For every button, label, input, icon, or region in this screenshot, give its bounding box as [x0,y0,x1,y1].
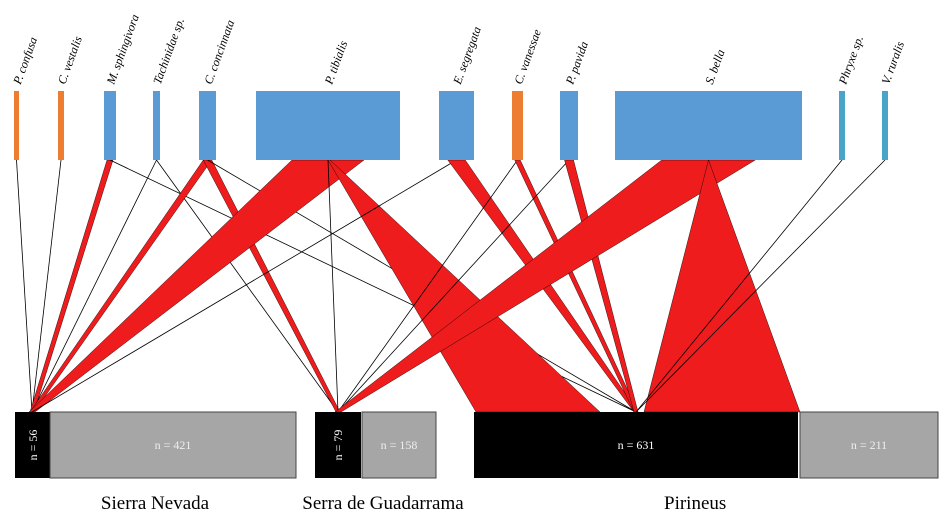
region-name-pi: Pirineus [664,493,726,514]
link-phyx-pi [635,159,843,413]
region-name-sg: Serra de Guadarrama [302,493,464,514]
hosts-layer: P. confusa C. vestalis M. sphingivora Tachi… [10,12,907,160]
host-label-cconc: C. concinnata [201,18,237,86]
region-unparasitized-count-sg: n = 158 [381,438,418,452]
host-bar-tach [153,91,160,160]
host-bar-pconf [14,91,19,160]
link-ptib-sn [28,159,365,413]
host-bar-ptib [256,91,400,160]
region-parasitized-count-sn: n = 56 [26,430,40,461]
region-name-sn: Sierra Nevada [101,493,210,514]
region-unparasitized-count-sn: n = 421 [155,438,192,452]
region-parasitized-sn [15,412,51,478]
host-label-tach: Tachinidae sp. [150,16,187,86]
host-label-msph: M. sphingivora [103,12,142,87]
host-label-eseg: E. segregata [450,25,484,87]
region-unparasitized-pi [799,411,939,479]
host-label-cvan: C. vanessae [511,27,544,86]
link-ppav-sg [337,159,570,413]
link-cvan-sg [337,159,518,413]
link-pconf-sn [16,159,33,413]
region-unparasitized-sn [49,411,297,479]
link-vrur-pi [635,159,886,413]
links-layer [16,159,886,413]
link-ptib-pi [327,159,601,413]
host-bar-ppav [560,91,578,160]
host-bar-cvan [512,91,523,160]
host-bar-cvest [58,91,64,160]
host-label-pconf: P. confusa [10,35,40,87]
link-eseg-sn [31,159,457,413]
host-label-ppav: P. pavida [562,39,591,87]
region-unparasitized-sg [361,411,437,479]
regions-layer: n = 56 n = 421 Sierra Nevada n = 79 n = 158 S… [15,411,939,514]
host-bar-sbel [615,91,802,160]
region-parasitized-count-sg: n = 79 [331,430,345,461]
region-unparasitized-count-pi: n = 211 [851,438,887,452]
host-bar-vrur [882,91,888,160]
host-bar-phyx [839,91,845,160]
host-label-phyx: Phryxe sp. [835,34,866,87]
host-label-sbel: S. bella [702,47,727,86]
region-parasitized-pi [474,412,798,478]
link-ptib-sg [327,159,339,413]
link-tach-sn [31,159,157,413]
host-label-vrur: V. ruralis [879,39,907,86]
host-label-cvest: C. vestalis [55,34,85,86]
host-label-ptib: P. tibialis [321,39,350,87]
host-bar-cconc [199,91,216,160]
host-bar-eseg [439,91,474,160]
region-parasitized-sg [315,412,361,478]
host-bar-msph [104,91,116,160]
link-tach-sg [156,159,339,413]
region-parasitized-count-pi: n = 631 [618,438,655,452]
link-cvest-sn [31,159,62,413]
